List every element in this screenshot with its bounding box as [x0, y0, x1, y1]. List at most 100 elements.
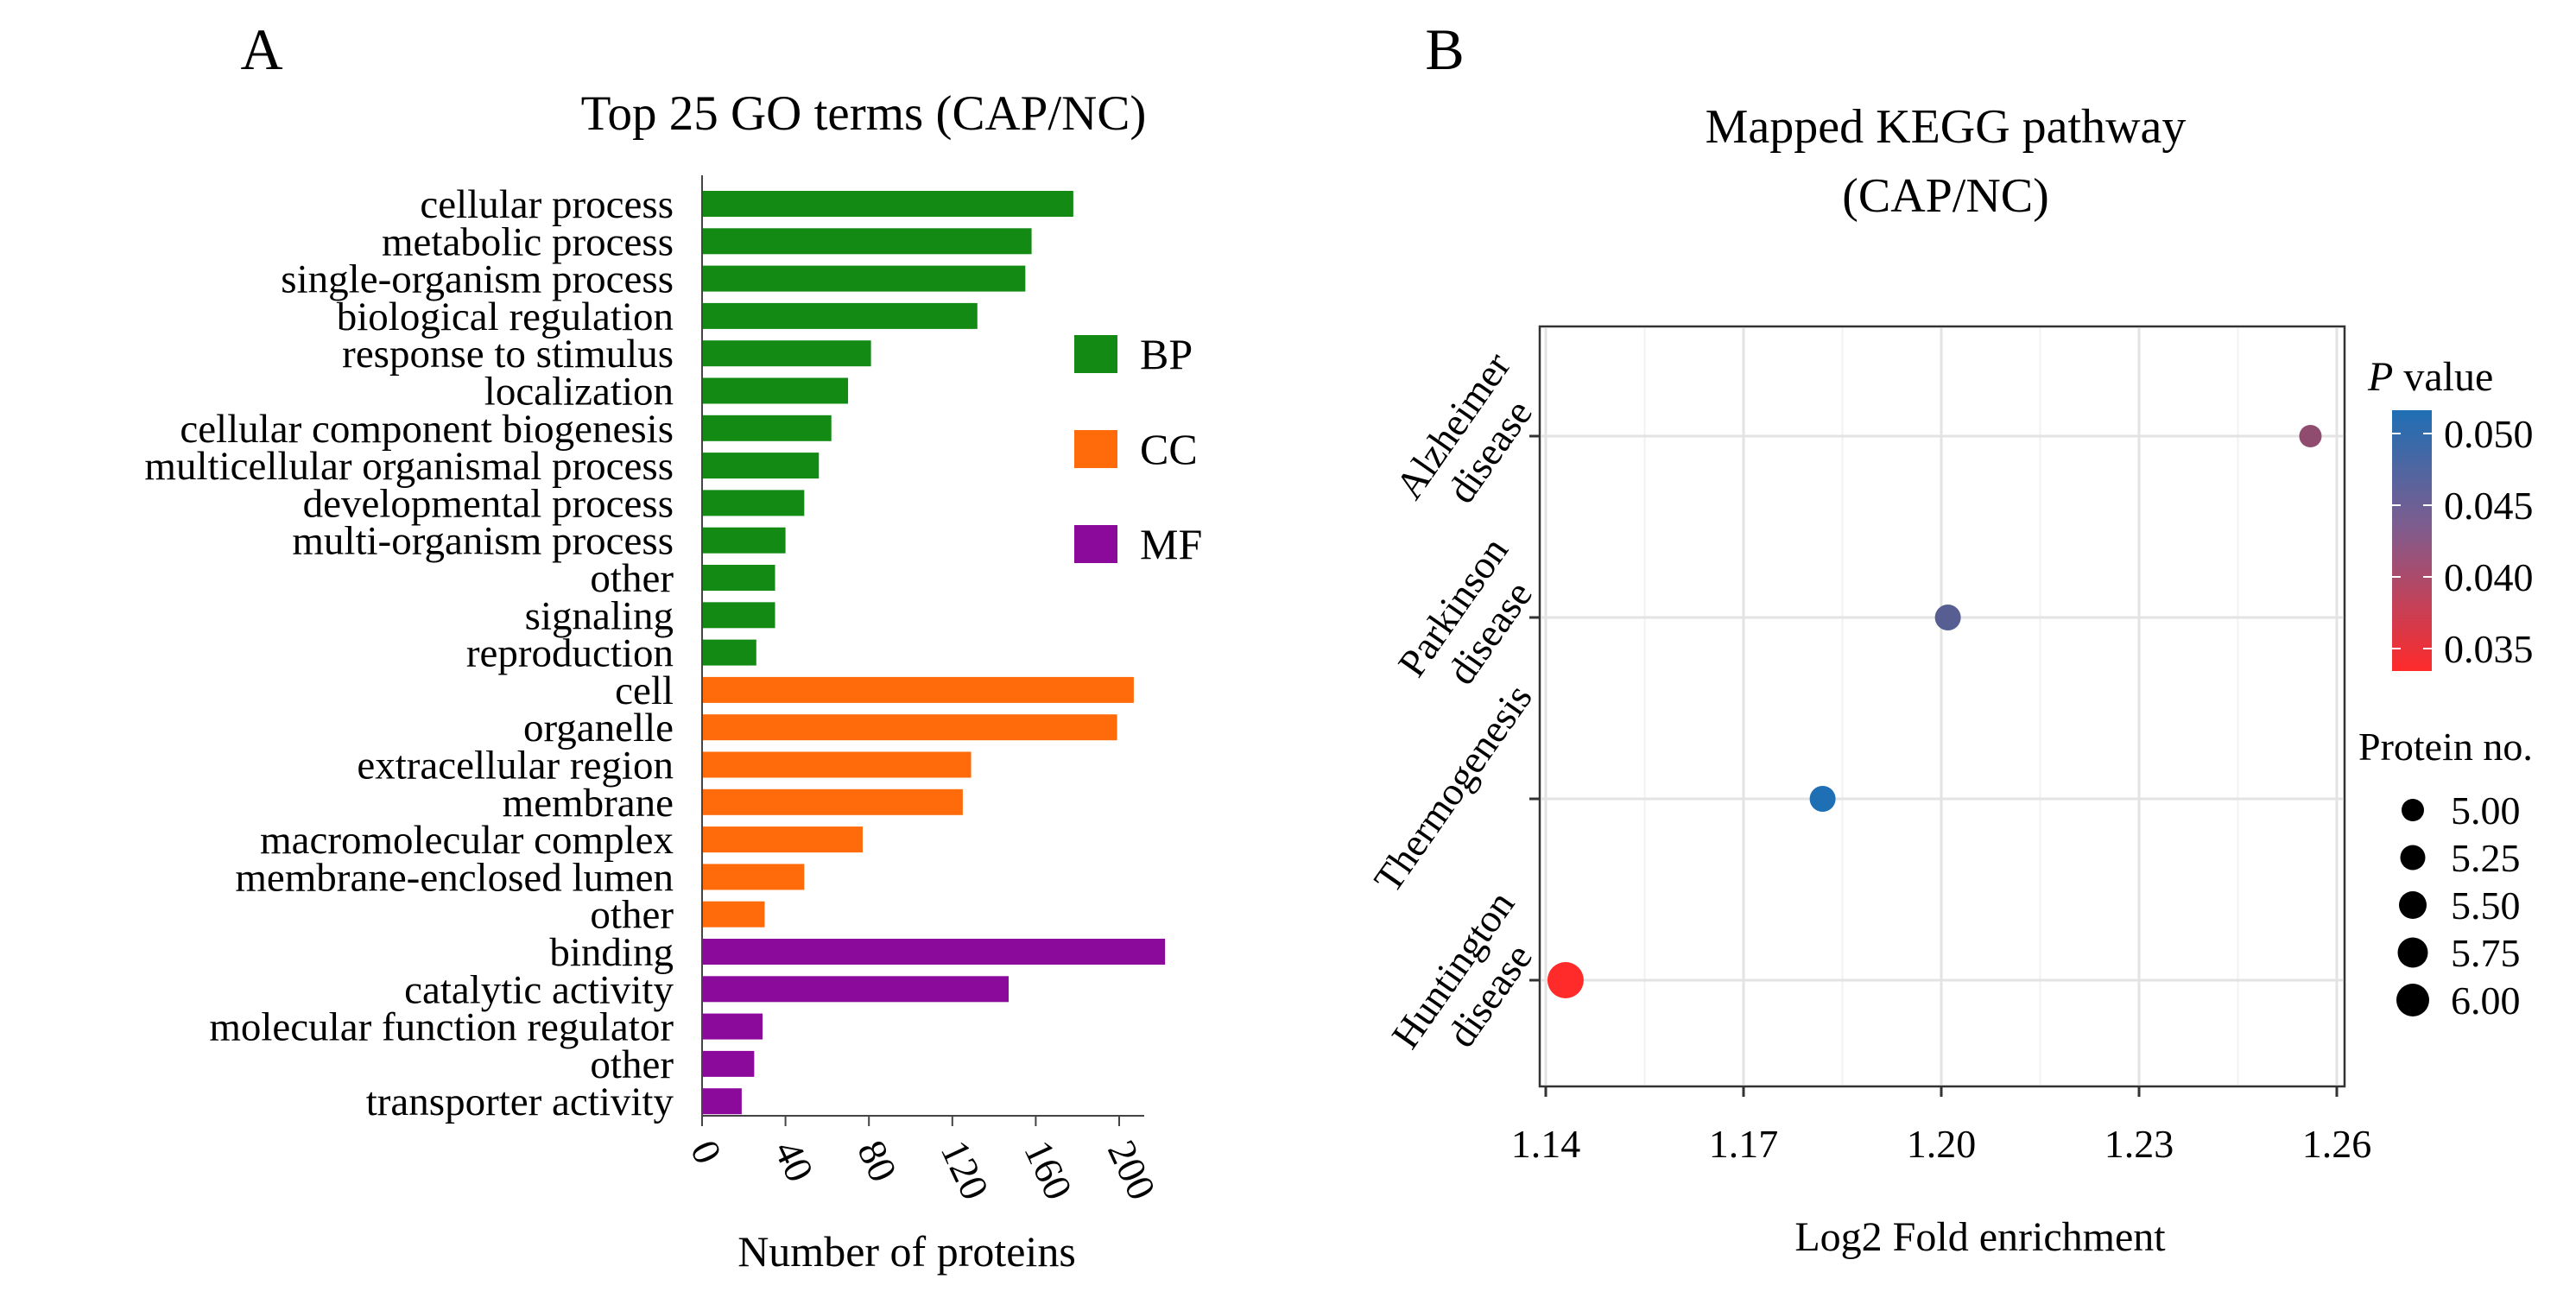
go-category-label: membrane [503, 781, 674, 826]
p-value-legend-title: P value [2367, 354, 2493, 400]
go-x-axis-label: Number of proteins [737, 1227, 1076, 1276]
go-bar-cc [702, 901, 765, 928]
size-legend-dot [2399, 891, 2427, 919]
go-category-label: signaling [525, 593, 674, 638]
go-legend: BP CC MF [1074, 330, 1202, 568]
go-bar-bp [702, 228, 1032, 255]
legend-label-mf: MF [1140, 520, 1202, 568]
go-bar-cc [702, 714, 1117, 741]
go-category-label: organelle [523, 706, 674, 750]
go-bar-cc [702, 676, 1134, 703]
go-x-tick-label: 40 [766, 1134, 823, 1188]
size-legend-label: 6.00 [2451, 978, 2521, 1023]
kegg-x-ticks: 1.14 1.17 1.20 1.23 1.26 [1511, 1086, 2371, 1166]
p-rest: value [2393, 354, 2493, 400]
kegg-y-ticks [1529, 434, 1540, 982]
go-category-label: metabolic process [382, 219, 674, 264]
go-bar-bp [702, 377, 849, 404]
go-category-label: reproduction [466, 631, 674, 676]
kegg-pathway-label-text: Alzheimerdisease [1387, 345, 1556, 533]
panel-a-label: A [240, 16, 282, 82]
go-category-label: other [590, 1042, 674, 1087]
kegg-point [1547, 962, 1584, 998]
go-category-label: developmental process [303, 481, 674, 526]
go-bar-bp [702, 602, 775, 629]
go-bar-cc [702, 751, 972, 778]
kegg-pathway-label: Alzheimerdisease [1387, 345, 1556, 533]
legend-label-cc: CC [1140, 425, 1198, 473]
p-value-colorbar-ticks: 0.050 0.045 0.040 0.035 [2392, 412, 2534, 671]
go-category-label: response to stimulus [342, 332, 674, 377]
go-category-label: multi-organism process [292, 519, 674, 564]
go-bar-mf [702, 1050, 755, 1077]
kegg-pathway-labels: AlzheimerdiseaseParkinsondiseaseThermoge… [1365, 345, 1560, 1082]
go-x-ticks: 0 40 80 120 160 200 [682, 1116, 1164, 1206]
colorbar-tick-label: 0.040 [2444, 555, 2534, 599]
go-bar-mf [702, 939, 1166, 965]
go-x-tick-label: 80 [849, 1134, 906, 1188]
go-bar-series [702, 191, 1166, 1115]
go-bar-cc [702, 788, 963, 815]
protein-no-legend-title: Protein no. [2358, 725, 2533, 769]
p-italic: P [2367, 354, 2393, 400]
legend-swatch-bp [1074, 335, 1117, 373]
go-category-label: transporter activity [366, 1080, 674, 1124]
kegg-pathway-label: Parkinsondisease [1389, 529, 1554, 711]
kegg-pathway-label-text: Thermogenesis [1365, 676, 1541, 900]
kegg-x-axis-label: Log2 Fold enrichment [1794, 1214, 2166, 1260]
size-legend-label: 5.50 [2451, 883, 2521, 928]
kegg-x-tick-label: 1.23 [2104, 1122, 2174, 1166]
go-chart-title: Top 25 GO terms (CAP/NC) [581, 86, 1147, 141]
kegg-pathway-label: Huntingtondisease [1383, 883, 1560, 1082]
go-bar-bp [702, 302, 978, 329]
protein-no-legend: 5.005.255.505.756.00 [2396, 788, 2521, 1023]
go-bar-bp [702, 565, 775, 591]
go-bar-mf [702, 1013, 763, 1040]
kegg-x-tick-label: 1.17 [1709, 1122, 1779, 1166]
go-category-label: cellular component biogenesis [180, 407, 674, 452]
legend-swatch-mf [1074, 525, 1117, 563]
go-category-label: localization [484, 370, 674, 415]
go-bar-mf [702, 976, 1010, 1003]
kegg-title-line: (CAP/NC) [1842, 169, 2049, 223]
go-bar-bp [702, 191, 1073, 217]
go-category-label: macromolecular complex [260, 818, 674, 863]
size-legend-dot [2396, 984, 2429, 1016]
go-bar-bp [702, 340, 871, 367]
kegg-points [1547, 425, 2322, 998]
kegg-x-tick-label: 1.14 [1511, 1122, 1581, 1166]
size-legend-label: 5.00 [2451, 788, 2521, 833]
go-bar-bp [702, 639, 756, 666]
size-legend-label: 5.75 [2451, 931, 2521, 975]
go-category-label: cell [615, 668, 674, 713]
kegg-pathway-label: Thermogenesis [1365, 676, 1541, 900]
go-category-label: extracellular region [357, 744, 674, 788]
kegg-point [2299, 425, 2322, 447]
kegg-title-line: Mapped KEGG pathway [1706, 100, 2187, 154]
go-category-label: catalytic activity [404, 967, 674, 1012]
go-category-label: cellular process [420, 182, 674, 227]
kegg-point [1809, 786, 1836, 812]
go-x-tick-label: 200 [1099, 1134, 1164, 1206]
kegg-pathway-label-text: Huntingtondisease [1383, 883, 1560, 1082]
colorbar-tick-label: 0.035 [2444, 627, 2534, 671]
go-category-label: molecular function regulator [209, 1005, 674, 1050]
kegg-x-tick-label: 1.20 [1907, 1122, 1977, 1166]
p-value-colorbar [2392, 410, 2432, 671]
size-legend-dot [2402, 799, 2424, 821]
panel-a: A Top 25 GO terms (CAP/NC) cellular proc… [144, 16, 1202, 1276]
go-category-label: membrane-enclosed lumen [235, 855, 674, 900]
colorbar-tick-label: 0.045 [2444, 484, 2534, 528]
go-category-label: biological regulation [337, 294, 674, 339]
go-category-label: binding [549, 930, 674, 975]
go-category-label: single-organism process [281, 257, 674, 302]
panel-b: B Mapped KEGG pathway (CAP/NC) Alzheimerd… [1365, 16, 2534, 1260]
kegg-chart-title: Mapped KEGG pathway (CAP/NC) [1706, 100, 2187, 223]
go-x-tick-label: 0 [682, 1134, 731, 1170]
kegg-pathway-label-text: Parkinsondisease [1389, 529, 1554, 711]
go-x-tick-label: 160 [1016, 1134, 1080, 1206]
go-category-label: other [590, 893, 674, 938]
size-legend-dot [2400, 845, 2426, 871]
